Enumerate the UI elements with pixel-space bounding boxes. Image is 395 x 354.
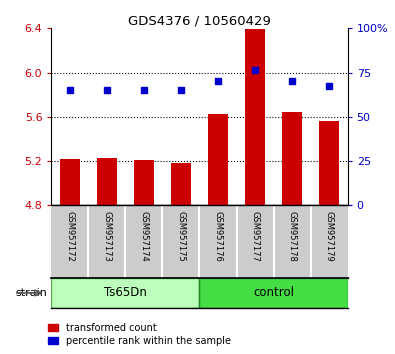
Bar xyxy=(171,163,191,205)
Point xyxy=(252,68,258,73)
Text: GSM957173: GSM957173 xyxy=(102,211,111,262)
Text: GSM957179: GSM957179 xyxy=(325,211,334,262)
Bar xyxy=(245,29,265,205)
Point xyxy=(67,87,73,93)
Bar xyxy=(319,121,339,205)
Text: GSM957175: GSM957175 xyxy=(177,211,186,262)
Text: GSM957176: GSM957176 xyxy=(213,211,222,262)
Point xyxy=(289,79,295,84)
Point xyxy=(141,87,147,93)
Legend: transformed count, percentile rank within the sample: transformed count, percentile rank withi… xyxy=(48,323,231,346)
Bar xyxy=(282,112,302,205)
Bar xyxy=(199,278,348,308)
Bar xyxy=(97,158,117,205)
Bar xyxy=(51,278,199,308)
Text: GSM957177: GSM957177 xyxy=(250,211,260,262)
Point xyxy=(178,87,184,93)
Bar xyxy=(208,114,228,205)
Point xyxy=(326,83,332,88)
Text: GSM957178: GSM957178 xyxy=(288,211,297,262)
Bar xyxy=(134,160,154,205)
Text: GSM957174: GSM957174 xyxy=(139,211,149,262)
Text: GSM957172: GSM957172 xyxy=(65,211,74,262)
Bar xyxy=(60,159,80,205)
Point xyxy=(104,87,110,93)
Title: GDS4376 / 10560429: GDS4376 / 10560429 xyxy=(128,14,271,27)
Text: Ts65Dn: Ts65Dn xyxy=(104,286,147,299)
Text: control: control xyxy=(253,286,294,299)
Point xyxy=(215,79,221,84)
Text: strain: strain xyxy=(15,288,47,298)
